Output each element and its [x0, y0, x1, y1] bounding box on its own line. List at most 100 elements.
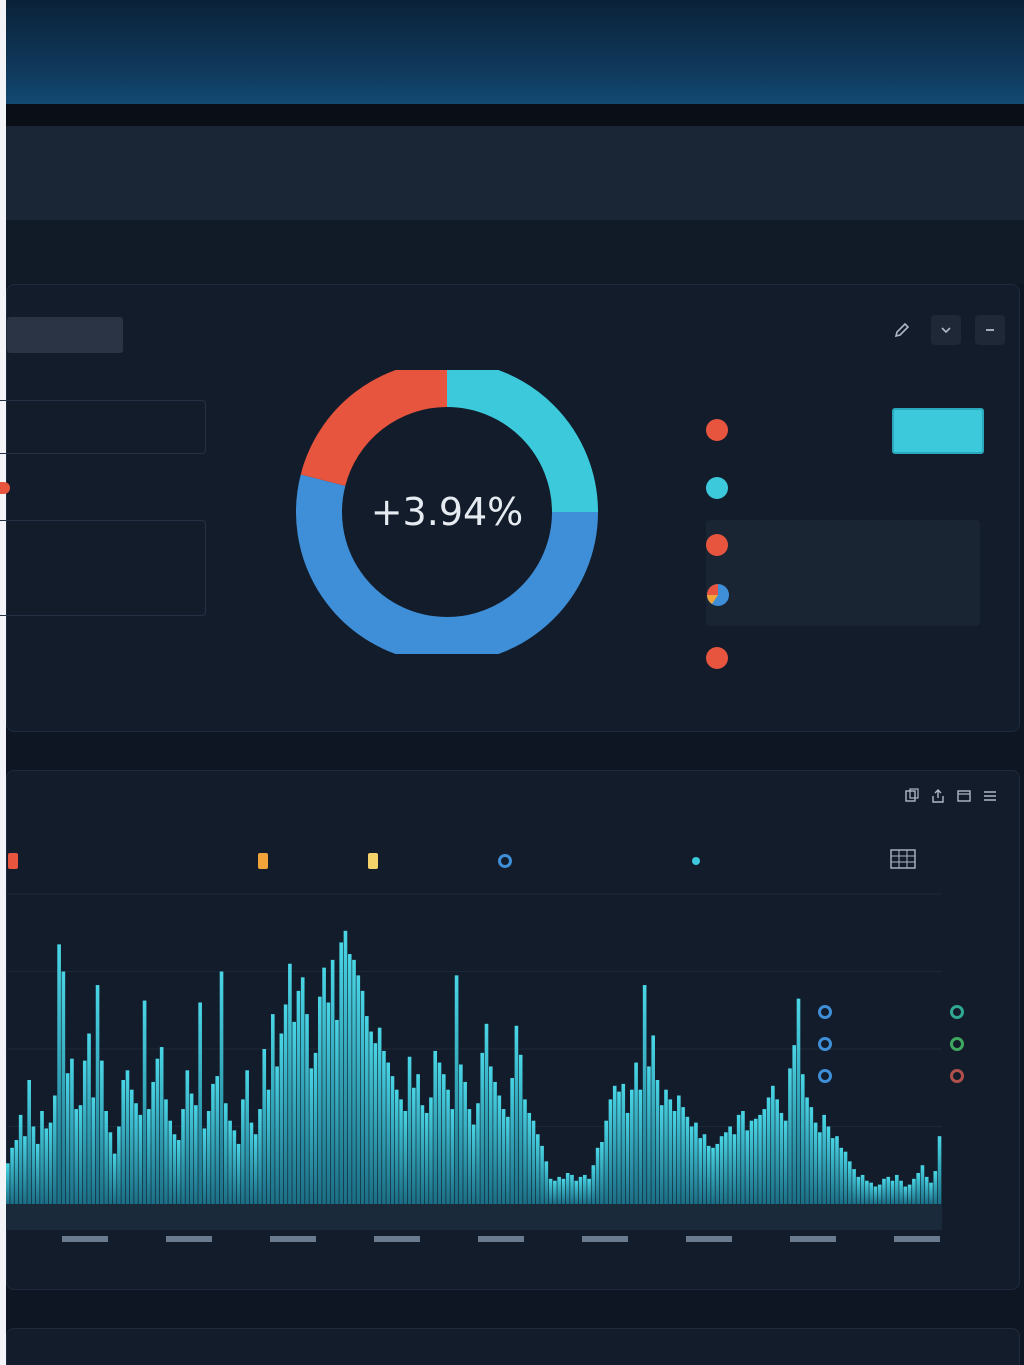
- bar[interactable]: [407, 1056, 412, 1204]
- bar[interactable]: [762, 1109, 767, 1204]
- bar[interactable]: [147, 1109, 151, 1204]
- bar[interactable]: [121, 1080, 126, 1204]
- bar[interactable]: [403, 1111, 408, 1204]
- bar[interactable]: [40, 1111, 44, 1204]
- bar[interactable]: [514, 1025, 519, 1204]
- bar[interactable]: [689, 1126, 694, 1205]
- bar[interactable]: [523, 1099, 527, 1205]
- series-swatch-blue[interactable]: [498, 854, 512, 868]
- series-swatch-red[interactable]: [8, 853, 18, 869]
- bar[interactable]: [125, 1070, 130, 1204]
- bar[interactable]: [416, 1074, 420, 1204]
- bar[interactable]: [839, 1147, 844, 1204]
- donut-segment-3[interactable]: [300, 361, 448, 487]
- bar[interactable]: [18, 1114, 23, 1205]
- bar[interactable]: [471, 1124, 476, 1204]
- series-swatch-cyan[interactable]: [692, 857, 700, 865]
- bar[interactable]: [300, 977, 305, 1204]
- bar[interactable]: [10, 1147, 14, 1204]
- bar[interactable]: [279, 1033, 284, 1205]
- bar[interactable]: [262, 1049, 267, 1204]
- bar[interactable]: [48, 1122, 53, 1205]
- bar[interactable]: [711, 1147, 715, 1204]
- bar[interactable]: [565, 1173, 570, 1204]
- bar[interactable]: [112, 1153, 117, 1205]
- bar[interactable]: [70, 1058, 74, 1204]
- bar[interactable]: [535, 1134, 540, 1204]
- bar[interactable]: [612, 1085, 617, 1204]
- bar[interactable]: [642, 985, 647, 1204]
- bar[interactable]: [749, 1120, 754, 1204]
- bar[interactable]: [561, 1178, 566, 1204]
- bar[interactable]: [270, 1014, 275, 1205]
- bar[interactable]: [488, 1066, 493, 1204]
- bar[interactable]: [236, 1143, 241, 1204]
- bar[interactable]: [553, 1180, 557, 1204]
- bar[interactable]: [933, 1171, 938, 1204]
- bar[interactable]: [335, 1019, 339, 1204]
- bar[interactable]: [745, 1130, 750, 1205]
- legend-item-5[interactable]: [706, 640, 728, 676]
- bar[interactable]: [78, 1105, 83, 1204]
- bar[interactable]: [929, 1182, 933, 1204]
- bar[interactable]: [677, 1095, 681, 1205]
- bar[interactable]: [6, 1163, 10, 1204]
- bar[interactable]: [903, 1186, 908, 1204]
- bar[interactable]: [100, 1060, 104, 1205]
- summary-field-1[interactable]: [0, 400, 206, 454]
- bar[interactable]: [544, 1161, 549, 1205]
- bar[interactable]: [74, 1109, 79, 1204]
- bar[interactable]: [211, 1083, 215, 1205]
- bar[interactable]: [591, 1165, 596, 1204]
- bar[interactable]: [309, 1068, 314, 1205]
- bar[interactable]: [87, 1033, 91, 1205]
- bar[interactable]: [779, 1112, 784, 1204]
- minimize-icon[interactable]: [931, 315, 961, 345]
- bar[interactable]: [275, 1066, 279, 1204]
- bar[interactable]: [758, 1114, 762, 1205]
- bar[interactable]: [35, 1143, 40, 1204]
- bar[interactable]: [668, 1099, 673, 1205]
- bar[interactable]: [826, 1126, 831, 1205]
- bar[interactable]: [292, 1021, 296, 1205]
- bar[interactable]: [433, 1050, 438, 1204]
- inner-legend-item-3[interactable]: [818, 1060, 1008, 1092]
- inner-legend-item-1[interactable]: [818, 996, 1008, 1028]
- inner-legend-item-2[interactable]: [818, 1028, 1008, 1060]
- bar[interactable]: [869, 1182, 873, 1204]
- bar[interactable]: [638, 1089, 643, 1204]
- edit-icon[interactable]: [887, 315, 917, 345]
- bar[interactable]: [95, 985, 100, 1204]
- bar[interactable]: [719, 1136, 724, 1204]
- bar[interactable]: [104, 1111, 108, 1204]
- legend-color-chip[interactable]: [892, 408, 984, 454]
- bar[interactable]: [873, 1186, 878, 1204]
- bar[interactable]: [899, 1180, 903, 1204]
- bar[interactable]: [894, 1174, 899, 1204]
- bar[interactable]: [753, 1118, 758, 1204]
- bar[interactable]: [164, 1099, 168, 1205]
- bar[interactable]: [206, 1111, 211, 1204]
- bar[interactable]: [215, 1076, 220, 1205]
- bar[interactable]: [630, 1089, 634, 1204]
- bar[interactable]: [288, 963, 292, 1204]
- bar[interactable]: [108, 1132, 113, 1204]
- bar[interactable]: [155, 1058, 160, 1204]
- bar[interactable]: [724, 1132, 728, 1204]
- bar[interactable]: [253, 1134, 258, 1204]
- window-icon[interactable]: [956, 788, 972, 809]
- bar[interactable]: [386, 1062, 391, 1204]
- grid-toggle-icon[interactable]: [890, 849, 916, 873]
- bar[interactable]: [771, 1085, 775, 1204]
- bar[interactable]: [459, 1064, 463, 1205]
- bar[interactable]: [377, 1027, 382, 1204]
- bar[interactable]: [305, 1014, 309, 1205]
- bar[interactable]: [159, 1047, 164, 1204]
- bar[interactable]: [830, 1138, 835, 1205]
- bar[interactable]: [822, 1114, 826, 1205]
- bar[interactable]: [181, 1109, 185, 1204]
- bar[interactable]: [766, 1097, 771, 1204]
- bar[interactable]: [664, 1089, 668, 1204]
- bar[interactable]: [399, 1099, 403, 1205]
- bar[interactable]: [672, 1111, 677, 1204]
